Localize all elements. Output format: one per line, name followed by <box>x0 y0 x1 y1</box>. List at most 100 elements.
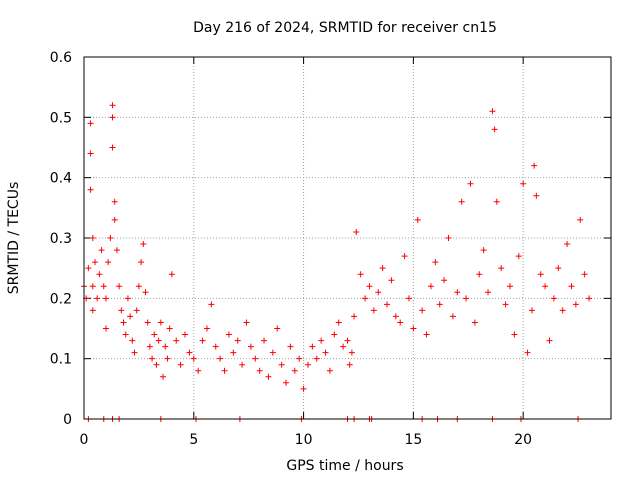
data-point <box>454 289 461 296</box>
data-point <box>388 277 395 284</box>
data-point <box>151 331 158 338</box>
y-tick-label: 0 <box>63 412 72 428</box>
data-point <box>212 343 219 350</box>
data-point <box>300 385 307 392</box>
data-point <box>138 259 145 266</box>
data-point <box>427 283 434 290</box>
data-point <box>261 337 268 344</box>
data-point <box>182 331 189 338</box>
data-point <box>122 331 129 338</box>
data-point <box>515 253 522 260</box>
y-tick-label: 0.3 <box>50 231 72 247</box>
x-tick-label: 0 <box>80 432 89 448</box>
data-point <box>166 325 173 332</box>
data-point <box>586 295 593 302</box>
data-point <box>485 289 492 296</box>
y-tick-label: 0.4 <box>50 171 72 187</box>
data-point <box>153 361 160 368</box>
data-point <box>564 241 571 248</box>
data-point <box>379 265 386 272</box>
data-point <box>113 247 120 254</box>
data-point <box>370 307 377 314</box>
data-point <box>458 198 465 205</box>
data-point <box>493 198 500 205</box>
data-point <box>120 319 127 326</box>
data-point <box>225 331 232 338</box>
data-point <box>498 265 505 272</box>
data-point <box>335 319 342 326</box>
data-point <box>537 271 544 278</box>
data-point <box>109 114 116 121</box>
data-point <box>531 162 538 169</box>
data-point <box>173 337 180 344</box>
data-point <box>309 343 316 350</box>
data-point <box>164 355 171 362</box>
data-point <box>195 367 202 374</box>
data-point <box>283 379 290 386</box>
data-point <box>87 186 94 193</box>
data-point <box>239 361 246 368</box>
data-point <box>581 271 588 278</box>
data-point <box>124 295 131 302</box>
x-axis-label: GPS time / hours <box>286 458 403 474</box>
data-point <box>186 349 193 356</box>
data-point <box>247 343 254 350</box>
data-point <box>432 259 439 266</box>
x-tick-label: 15 <box>404 432 422 448</box>
data-point <box>265 373 272 380</box>
x-tick-label: 5 <box>189 432 198 448</box>
data-point <box>230 349 237 356</box>
data-point <box>129 337 136 344</box>
data-point <box>304 361 311 368</box>
data-point <box>366 283 373 290</box>
data-point <box>243 319 250 326</box>
chart-title: Day 216 of 2024, SRMTID for receiver cn1… <box>193 20 497 36</box>
data-point <box>111 198 118 205</box>
data-point <box>217 355 224 362</box>
data-point <box>313 355 320 362</box>
data-point <box>190 355 197 362</box>
data-point <box>162 343 169 350</box>
data-point <box>89 283 96 290</box>
data-point <box>384 301 391 308</box>
data-point <box>351 313 358 320</box>
data-point <box>397 319 404 326</box>
data-point <box>362 295 369 302</box>
data-point <box>256 367 263 374</box>
data-point <box>199 337 206 344</box>
data-point <box>208 301 215 308</box>
data-point <box>533 192 540 199</box>
data-point <box>318 337 325 344</box>
y-axis-label: SRMTID / TECUs <box>6 182 22 295</box>
data-point <box>344 337 351 344</box>
data-point <box>221 367 228 374</box>
data-point <box>445 235 452 241</box>
data-point <box>278 361 285 368</box>
data-point <box>392 313 399 320</box>
data-point <box>296 355 303 362</box>
data-point <box>357 271 364 278</box>
data-point <box>423 331 430 338</box>
data-point <box>322 349 329 356</box>
data-point <box>410 325 417 332</box>
data-point <box>146 343 153 350</box>
y-tick-label: 0.6 <box>50 50 72 66</box>
x-tick-label: 10 <box>295 432 313 448</box>
data-point <box>476 271 483 278</box>
data-point <box>118 307 125 314</box>
data-point <box>135 283 142 290</box>
data-point <box>105 259 112 266</box>
data-point <box>568 283 575 290</box>
data-point <box>87 150 94 157</box>
data-point <box>116 283 123 290</box>
data-point <box>102 295 109 302</box>
data-point <box>467 180 474 187</box>
data-point <box>269 349 276 356</box>
data-point <box>491 126 498 133</box>
data-point <box>577 216 584 223</box>
data-point <box>353 228 360 235</box>
data-point <box>96 271 103 278</box>
data-point <box>89 235 96 241</box>
data-point <box>471 319 478 326</box>
